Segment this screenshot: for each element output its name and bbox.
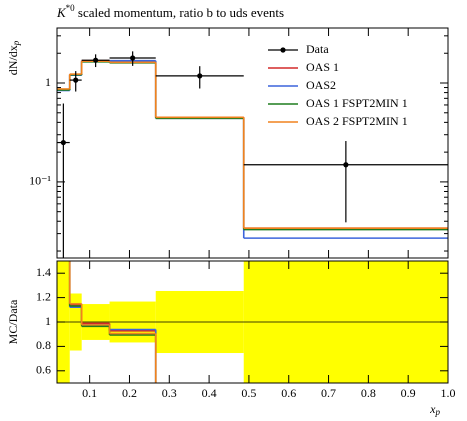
- ratio-y-tick-label: 0.8: [36, 338, 51, 352]
- y-label-sub: p: [11, 40, 21, 46]
- title-superscript: *0: [66, 3, 76, 13]
- legend-label: Data: [306, 42, 329, 56]
- x-label-sub: p: [435, 407, 441, 417]
- ratio-y-tick-label: 1.2: [36, 289, 51, 303]
- y-axis-label: dN/dxp: [6, 40, 21, 75]
- x-tick-label: 0.3: [162, 386, 177, 400]
- main-plot: [57, 51, 448, 258]
- y-tick-label: 1: [45, 75, 51, 89]
- ratio-plot: [57, 261, 448, 383]
- ratio-y-tick-label: 1.4: [36, 265, 51, 279]
- x-tick-label: 0.2: [122, 386, 137, 400]
- data-point: [73, 77, 79, 83]
- legend-label: OAS2: [306, 78, 336, 92]
- title-text: scaled momentum, ratio b to uds events: [75, 5, 284, 20]
- x-tick-label: 0.9: [401, 386, 416, 400]
- x-axis-label: xp: [429, 402, 440, 417]
- x-tick-label: 1.0: [441, 386, 456, 400]
- legend-marker: [280, 47, 286, 53]
- title-symbol: K: [56, 5, 67, 20]
- ratio-y-tick-label: 1: [45, 314, 51, 328]
- data-point: [197, 73, 203, 79]
- x-label-main: x: [429, 402, 436, 416]
- legend-label: OAS 1: [306, 60, 339, 74]
- x-tick-label: 0.8: [361, 386, 376, 400]
- main-frame: [56, 27, 449, 259]
- x-tick-label: 0.4: [202, 386, 217, 400]
- data-point: [130, 55, 136, 61]
- y-tick-label: 10⁻¹: [29, 174, 51, 188]
- legend-label: OAS 2 FSPT2MIN 1: [306, 114, 408, 128]
- y-label-main: dN/dx: [6, 45, 20, 75]
- data-point: [343, 162, 349, 168]
- x-tick-label: 0.7: [321, 386, 336, 400]
- ratio-y-tick-label: 0.6: [36, 363, 51, 377]
- data-point: [93, 57, 99, 63]
- ratio-y-axis-label: MC/Data: [6, 299, 20, 344]
- x-tick-label: 0.1: [82, 386, 97, 400]
- chart-title: K*0 scaled momentum, ratio b to uds even…: [56, 3, 284, 20]
- x-tick-label: 0.5: [241, 386, 256, 400]
- data-point: [60, 139, 66, 146]
- x-tick-label: 0.6: [281, 386, 296, 400]
- legend-label: OAS 1 FSPT2MIN 1: [306, 96, 408, 110]
